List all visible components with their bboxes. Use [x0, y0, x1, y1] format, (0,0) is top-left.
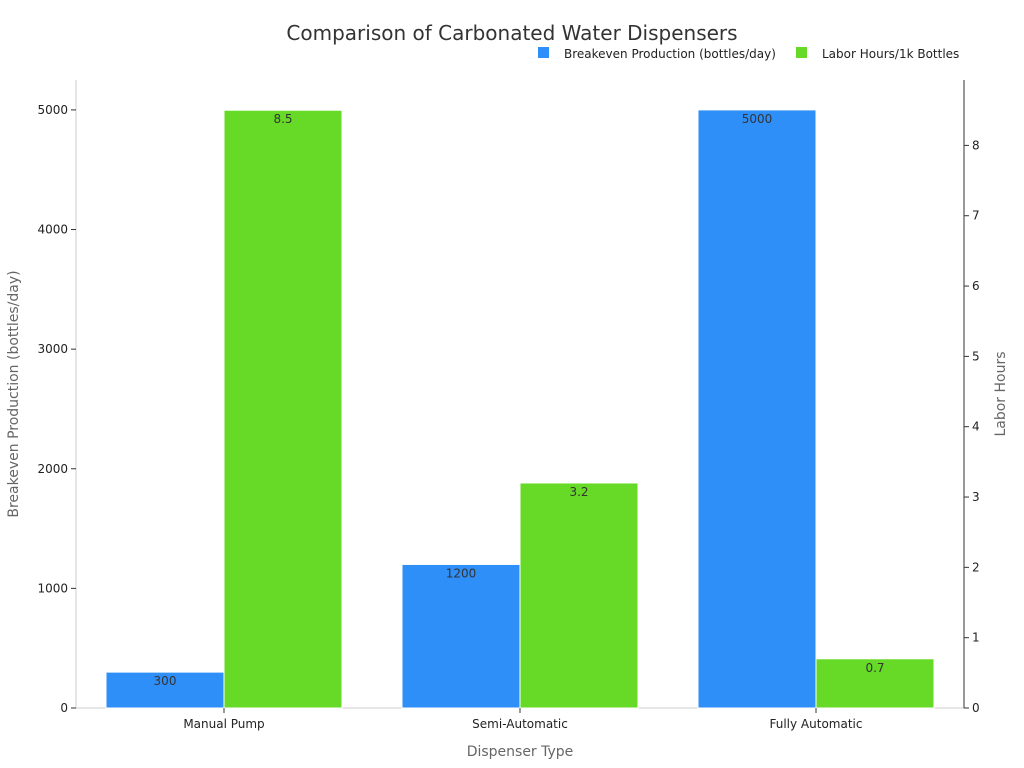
left-tick-label: 2000: [37, 462, 68, 476]
data-label-breakeven-manual-pump: 300: [154, 674, 177, 688]
left-tick-label: 5000: [37, 103, 68, 117]
legend-swatch-breakeven: [538, 47, 549, 58]
bar-labor-fully-automatic: [815, 658, 935, 709]
data-label-breakeven-fully-automatic: 5000: [742, 112, 773, 126]
legend-swatch-labor: [796, 47, 807, 58]
right-tick-label: 5: [972, 349, 980, 363]
right-tick-label: 6: [972, 279, 980, 293]
right-tick-label: 7: [972, 209, 980, 223]
bars: [105, 109, 935, 709]
right-tick-label: 3: [972, 490, 980, 504]
right-tick-label: 2: [972, 560, 980, 574]
data-label-breakeven-semi-automatic: 1200: [446, 566, 477, 580]
y2-axis-title: Labor Hours: [993, 351, 1009, 436]
chart-title: Comparison of Carbonated Water Dispenser…: [286, 21, 737, 45]
right-tick-label: 1: [972, 631, 980, 645]
legend-label-breakeven: Breakeven Production (bottles/day): [564, 47, 776, 61]
y-axis-title: Breakeven Production (bottles/day): [6, 270, 22, 517]
right-tick-label: 0: [972, 701, 980, 715]
left-tick-label: 4000: [37, 223, 68, 237]
data-labels: 300 8.5 1200 3.2 5000 0.7: [154, 112, 885, 688]
left-tick-label: 1000: [37, 581, 68, 595]
x-tick-label-fully-automatic: Fully Automatic: [770, 717, 863, 731]
right-axis-ticks: 0 1 2 3 4 5 6 7 8: [964, 138, 980, 715]
right-tick-label: 8: [972, 138, 980, 152]
data-label-labor-semi-automatic: 3.2: [569, 485, 588, 499]
bar-breakeven-fully-automatic: [697, 109, 817, 709]
left-tick-label: 0: [60, 701, 68, 715]
bar-labor-semi-automatic: [519, 482, 639, 709]
x-axis-ticks: Manual Pump Semi-Automatic Fully Automatic: [183, 708, 862, 731]
bar-labor-manual-pump: [223, 109, 343, 709]
data-label-labor-manual-pump: 8.5: [273, 112, 292, 126]
data-label-labor-fully-automatic: 0.7: [865, 661, 884, 675]
left-axis-ticks: 0 1000 2000 3000 4000 5000: [37, 103, 76, 715]
x-axis-title: Dispenser Type: [467, 744, 574, 760]
bar-breakeven-semi-automatic: [401, 563, 521, 709]
x-tick-label-semi-automatic: Semi-Automatic: [472, 717, 568, 731]
left-tick-label: 3000: [37, 342, 68, 356]
right-tick-label: 4: [972, 420, 980, 434]
legend: Breakeven Production (bottles/day) Labor…: [538, 47, 959, 61]
legend-label-labor: Labor Hours/1k Bottles: [822, 47, 959, 61]
x-tick-label-manual-pump: Manual Pump: [183, 717, 264, 731]
